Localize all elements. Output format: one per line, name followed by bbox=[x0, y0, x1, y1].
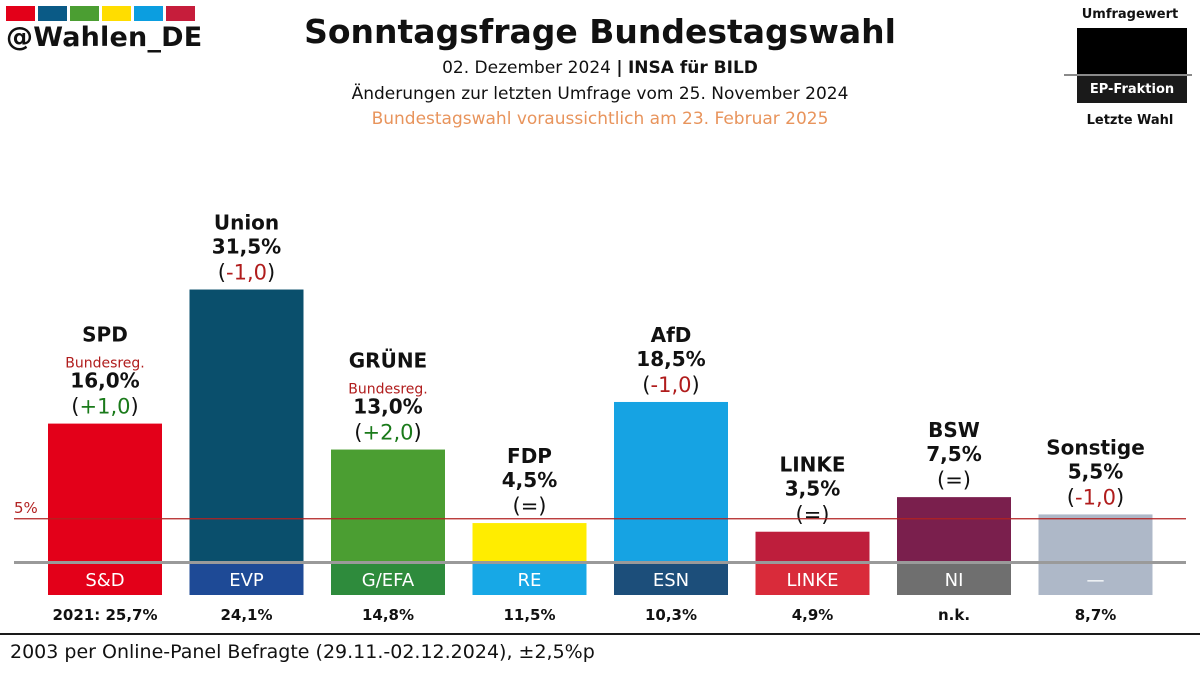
value-label: 4,5% bbox=[502, 468, 557, 492]
value-label: 31,5% bbox=[212, 235, 281, 259]
fraction-label: S&D bbox=[85, 570, 124, 591]
bar-fdp bbox=[472, 523, 587, 562]
chart-baseline bbox=[14, 561, 1186, 564]
change-label: (-1,0) bbox=[642, 373, 699, 397]
legend-last-election-label: Letzte Wahl bbox=[1086, 113, 1174, 128]
fraction-label: LINKE bbox=[787, 570, 839, 591]
fraction-label: RE bbox=[518, 570, 542, 591]
fraction-box bbox=[755, 564, 870, 595]
poll-date: 02. Dezember 2024 bbox=[442, 58, 611, 78]
last-election-value: 8,7% bbox=[1075, 606, 1117, 624]
last-election-value: 14,8% bbox=[362, 606, 414, 624]
last-election-value: n.k. bbox=[938, 606, 970, 624]
value-label: 18,5% bbox=[636, 347, 705, 371]
brand-stripe bbox=[38, 6, 67, 21]
party-label: Union bbox=[214, 211, 279, 235]
change-label: (=) bbox=[512, 494, 546, 518]
fraction-box bbox=[189, 564, 304, 595]
value-label: 3,5% bbox=[785, 477, 840, 501]
party-label: FDP bbox=[507, 444, 552, 468]
government-note: Bundesreg. bbox=[65, 356, 145, 372]
last-election-value: 10,3% bbox=[645, 606, 697, 624]
bar-grüne bbox=[331, 449, 445, 562]
last-election-value: 24,1% bbox=[220, 606, 272, 624]
change-label: (+1,0) bbox=[71, 395, 138, 419]
party-label: Sonstige bbox=[1046, 435, 1145, 459]
brand-stripe bbox=[102, 6, 131, 21]
brand-stripe bbox=[166, 6, 195, 21]
brand-stripe bbox=[6, 6, 35, 21]
party-label: BSW bbox=[928, 418, 980, 442]
footer-divider bbox=[0, 633, 1200, 635]
last-election-value: 2021: 25,7% bbox=[52, 606, 157, 624]
changes-note: Änderungen zur letzten Umfrage vom 25. N… bbox=[351, 84, 849, 104]
brand-stripe bbox=[70, 6, 99, 21]
bar-union bbox=[189, 289, 304, 562]
footer-sample-info: 2003 per Online-Panel Befragte (29.11.-0… bbox=[10, 641, 595, 663]
fraction-box bbox=[472, 564, 587, 595]
value-label: 13,0% bbox=[353, 395, 422, 419]
value-label: 7,5% bbox=[926, 442, 981, 466]
fraction-box bbox=[331, 564, 445, 595]
value-label: 5,5% bbox=[1068, 459, 1123, 483]
fraction-box bbox=[897, 564, 1011, 595]
brand-stripe bbox=[134, 6, 163, 21]
change-label: (-1,0) bbox=[1067, 485, 1124, 509]
party-label: SPD bbox=[82, 323, 128, 347]
last-election-value: 4,9% bbox=[792, 606, 834, 624]
legend-fraction-label: EP-Fraktion bbox=[1077, 76, 1187, 103]
threshold-label: 5% bbox=[14, 499, 38, 517]
poll-source: INSA für BILD bbox=[627, 58, 758, 78]
fraction-label: — bbox=[1087, 570, 1105, 591]
last-election-value: 11,5% bbox=[503, 606, 555, 624]
fraction-label: G/EFA bbox=[362, 570, 415, 591]
brand-color-stripes bbox=[6, 6, 195, 21]
fraction-box bbox=[48, 564, 162, 595]
bar-sonstige bbox=[1038, 514, 1153, 562]
change-label: (=) bbox=[795, 503, 829, 527]
fraction-box bbox=[1038, 564, 1153, 595]
government-note: Bundesreg. bbox=[348, 382, 428, 398]
fraction-label: EVP bbox=[229, 570, 264, 591]
party-label: LINKE bbox=[779, 453, 845, 477]
bar-bsw bbox=[897, 497, 1011, 562]
change-label: (-1,0) bbox=[218, 261, 275, 285]
fraction-label: ESN bbox=[653, 570, 689, 591]
change-label: (=) bbox=[937, 468, 971, 492]
legend-bar-sample bbox=[1077, 28, 1187, 74]
bar-spd bbox=[48, 423, 162, 562]
party-label: GRÜNE bbox=[349, 349, 427, 373]
separator: | bbox=[616, 58, 623, 78]
fraction-label: NI bbox=[945, 570, 964, 591]
bar-linke bbox=[755, 531, 870, 562]
legend-baseline bbox=[1064, 74, 1192, 76]
page-title: Sonntagsfrage Bundestagswahl bbox=[304, 12, 896, 51]
poll-date-source: 02. Dezember 2024 | INSA für BILD bbox=[0, 58, 1200, 78]
value-label: 16,0% bbox=[70, 369, 139, 393]
change-label: (+2,0) bbox=[354, 421, 421, 445]
fraction-box bbox=[614, 564, 728, 595]
election-note: Bundestagswahl voraussichtlich am 23. Fe… bbox=[371, 109, 829, 129]
brand-handle: @Wahlen_DE bbox=[6, 22, 203, 53]
bar-afd bbox=[614, 401, 728, 562]
legend-poll-label: Umfragewert bbox=[1081, 7, 1179, 22]
party-label: AfD bbox=[651, 323, 692, 347]
